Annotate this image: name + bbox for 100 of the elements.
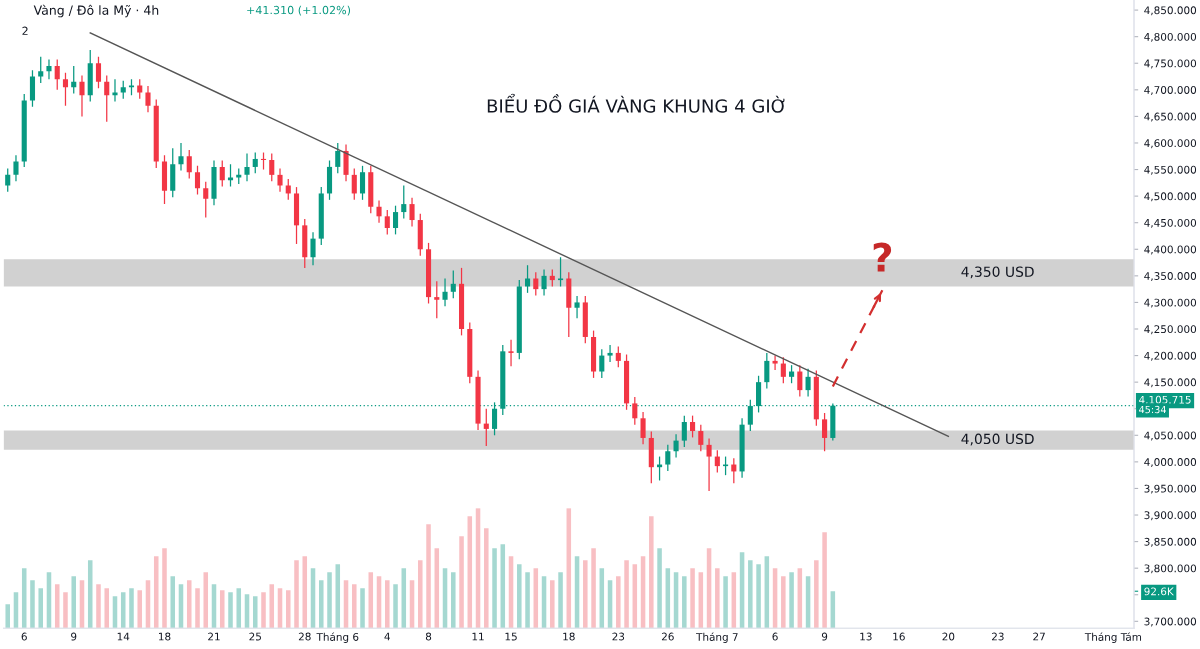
bar <box>294 560 299 629</box>
bar <box>748 560 753 629</box>
candlestick <box>178 142 184 172</box>
candlestick <box>29 69 36 108</box>
candlestick <box>640 411 646 445</box>
candlestick <box>269 152 275 182</box>
candlestick <box>442 277 448 307</box>
bar <box>723 576 728 629</box>
bar <box>153 556 159 629</box>
x-tick-label: 15 <box>505 632 517 641</box>
y-tick-label: 4,800.000 <box>1144 32 1197 42</box>
x-tick-label: 21 <box>208 632 220 641</box>
x-tick-label: 27 <box>1033 632 1045 641</box>
candlestick <box>277 167 283 193</box>
candlestick <box>615 345 621 368</box>
annotation: Vàng / Đô la Mỹ · 4h <box>33 4 159 18</box>
x-tick-label: Tháng Tám <box>1084 632 1142 643</box>
x-tick-label: 25 <box>249 632 261 641</box>
y-tick-label: 4,500.000 <box>1144 192 1197 202</box>
bar <box>690 568 695 629</box>
y-tick-label: 4,000.000 <box>1144 458 1197 468</box>
y-tick-label: 3,950.000 <box>1144 484 1197 494</box>
y-tick-label: 4,600.000 <box>1144 139 1197 149</box>
y-tick-label: 3,800.000 <box>1144 564 1197 574</box>
x-tick-label: 26 <box>661 632 674 641</box>
band-label: 4,350 USD <box>961 266 1034 279</box>
candlestick <box>607 344 613 363</box>
bar <box>583 560 588 629</box>
candlestick <box>46 58 52 80</box>
y-tick-label: 4,850.000 <box>1144 6 1197 16</box>
candlestick <box>797 364 803 398</box>
candlestick <box>62 72 69 107</box>
candlestick <box>434 280 440 319</box>
candlestick <box>38 56 44 84</box>
bar <box>137 590 143 629</box>
candlestick <box>681 415 687 448</box>
candlestick <box>508 339 514 367</box>
candlestick <box>376 199 382 224</box>
x-tick-label: 18 <box>159 632 171 641</box>
bar <box>451 572 456 629</box>
text: 45:34 <box>1139 405 1166 414</box>
bar <box>426 524 431 629</box>
candlestick <box>186 149 192 180</box>
bar <box>418 560 423 629</box>
bar <box>120 592 126 629</box>
candlestick <box>384 209 390 236</box>
x-tick-label: 4 <box>384 632 391 641</box>
candlestick <box>203 181 209 219</box>
bar <box>715 568 720 629</box>
bar <box>459 536 464 629</box>
bar <box>789 572 794 629</box>
y2-tick-label: 92.6K <box>1144 587 1174 596</box>
x-tick-label: 13 <box>860 632 872 641</box>
candlestick <box>252 151 258 174</box>
bar <box>162 548 167 629</box>
bar <box>682 576 687 629</box>
bar <box>228 592 233 629</box>
x-tick-label: 6 <box>772 632 778 641</box>
candlestick <box>764 352 770 390</box>
bar <box>38 588 43 629</box>
bar <box>558 572 563 629</box>
candlestick <box>789 364 795 384</box>
y-tick-label: 4,450.000 <box>1144 218 1197 228</box>
bar <box>385 580 390 629</box>
candlestick <box>772 354 778 371</box>
candlestick <box>450 269 456 299</box>
candlestick <box>632 396 638 426</box>
band-label: 4,050 USD <box>961 433 1034 446</box>
candlestick <box>483 408 489 447</box>
y-tick-label: 3,700.000 <box>1144 617 1197 627</box>
candlestick <box>13 154 19 182</box>
candlestick <box>805 368 811 398</box>
candlestick <box>780 356 786 384</box>
bar <box>319 580 324 629</box>
x-tick-label: 16 <box>893 632 905 641</box>
bar <box>393 584 398 629</box>
candlestick <box>244 152 250 182</box>
candlestick <box>574 295 580 319</box>
bar <box>781 576 786 629</box>
x-tick-label: 8 <box>425 632 432 641</box>
bar <box>649 516 654 629</box>
y-tick-label: 3,900.000 <box>1144 511 1197 521</box>
bar <box>195 588 200 629</box>
bar <box>236 588 242 629</box>
candlestick <box>335 142 341 174</box>
candlestick <box>392 205 399 236</box>
bar <box>327 572 332 629</box>
bar <box>616 576 621 629</box>
x-tick-label: 14 <box>117 632 130 641</box>
x-tick-label: 9 <box>71 632 77 641</box>
y-tick-label: 4,050.000 <box>1144 431 1197 441</box>
candlestick <box>145 85 151 113</box>
bar <box>484 528 489 629</box>
y-tick-label: 3,850.000 <box>1144 537 1197 547</box>
y-tick-label: 4,650.000 <box>1144 112 1197 122</box>
candlestick <box>95 56 102 89</box>
candlestick <box>285 178 291 201</box>
bar <box>170 576 176 629</box>
candlestick <box>5 167 11 193</box>
y-tick-label: 4,300.000 <box>1144 298 1197 308</box>
